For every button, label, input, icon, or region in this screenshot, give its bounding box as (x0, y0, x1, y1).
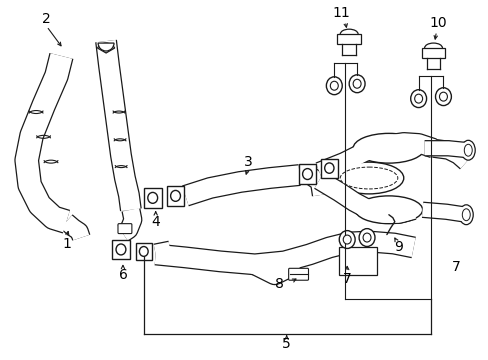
Text: 4: 4 (151, 215, 160, 229)
Text: 2: 2 (42, 12, 51, 26)
Ellipse shape (362, 233, 370, 242)
Ellipse shape (170, 190, 180, 201)
Ellipse shape (458, 205, 472, 225)
Text: 8: 8 (275, 277, 284, 291)
Ellipse shape (340, 167, 397, 189)
Text: 7: 7 (342, 272, 351, 286)
Ellipse shape (330, 81, 338, 90)
Wedge shape (98, 43, 114, 51)
Ellipse shape (460, 140, 474, 160)
Text: 11: 11 (332, 6, 349, 20)
Bar (298, 164, 316, 184)
Ellipse shape (343, 235, 350, 244)
Ellipse shape (352, 133, 424, 163)
Ellipse shape (439, 92, 447, 101)
Text: 7: 7 (451, 260, 460, 274)
Ellipse shape (354, 196, 422, 224)
Ellipse shape (324, 163, 333, 173)
Bar (320, 159, 337, 177)
Bar (421, 48, 445, 58)
Bar (339, 247, 376, 275)
FancyBboxPatch shape (288, 268, 308, 280)
FancyBboxPatch shape (118, 224, 132, 234)
Ellipse shape (147, 192, 157, 203)
Text: 6: 6 (118, 268, 127, 282)
Bar (166, 186, 184, 206)
Ellipse shape (410, 90, 426, 108)
Ellipse shape (139, 247, 148, 256)
Text: 1: 1 (62, 238, 71, 252)
Ellipse shape (358, 229, 374, 247)
Bar (143, 188, 162, 208)
Bar (112, 239, 130, 260)
Ellipse shape (461, 209, 469, 221)
Bar (136, 243, 151, 260)
Ellipse shape (348, 75, 365, 93)
Ellipse shape (116, 244, 125, 255)
Text: 10: 10 (429, 16, 447, 30)
Ellipse shape (325, 77, 342, 95)
Ellipse shape (334, 162, 403, 194)
Ellipse shape (414, 94, 422, 103)
Ellipse shape (302, 168, 312, 180)
Ellipse shape (463, 144, 471, 156)
Text: 9: 9 (393, 240, 403, 255)
Wedge shape (97, 43, 114, 53)
Text: 3: 3 (243, 155, 252, 169)
Text: 5: 5 (282, 337, 290, 351)
Ellipse shape (339, 231, 354, 248)
Ellipse shape (435, 88, 450, 105)
Ellipse shape (352, 79, 360, 88)
Bar (337, 34, 360, 44)
